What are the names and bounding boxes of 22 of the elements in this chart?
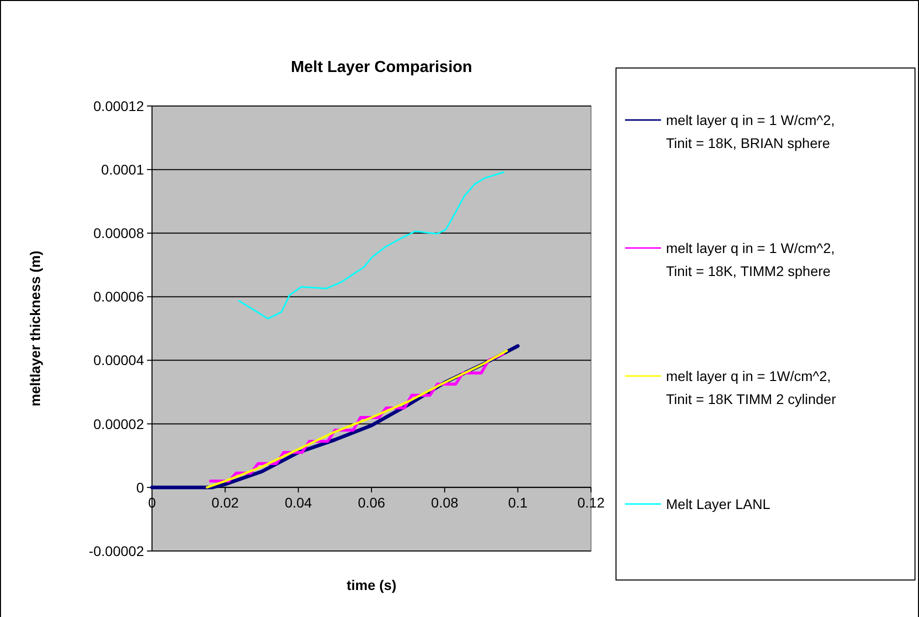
y-axis-title: meltlayer thickness (m) bbox=[27, 250, 43, 406]
y-tick-label: 0.00012 bbox=[93, 98, 144, 114]
y-tick-label: 0.00008 bbox=[93, 225, 144, 242]
legend-label: melt layer q in = 1W/cm^2, Tinit = 18K TIMM 2 cylinder bbox=[666, 368, 836, 407]
y-tick-label: -0.00002 bbox=[88, 542, 144, 559]
x-tick-label: 0.06 bbox=[358, 494, 386, 510]
y-tick-label: 0 bbox=[136, 479, 144, 496]
legend-label: melt layer q in = 1 W/cm^2, Tinit = 18K, TIMM2 sphere bbox=[666, 240, 835, 279]
legend-label: melt layer q in = 1 W/cm^2, Tinit = 18K, BRIAN sphere bbox=[666, 112, 835, 151]
y-tick-label: 0.0001 bbox=[101, 161, 144, 178]
legend-label: Melt Layer LANL bbox=[666, 496, 770, 512]
y-tick-label: 0.00002 bbox=[93, 416, 144, 432]
line-series bbox=[238, 171, 504, 320]
y-tick-label: 0.00006 bbox=[93, 288, 144, 305]
x-tick-label: 0.04 bbox=[284, 494, 312, 510]
y-tick-label: 0.00004 bbox=[93, 352, 144, 368]
x-tick-label: 0.12 bbox=[577, 494, 605, 510]
x-tick-label: 0.02 bbox=[212, 494, 240, 510]
x-tick-label: 0.08 bbox=[431, 494, 459, 510]
x-axis-title: time (s) bbox=[346, 577, 396, 593]
x-tick-label: 0.1 bbox=[508, 494, 528, 510]
chart-title: Melt Layer Comparision bbox=[290, 59, 472, 76]
